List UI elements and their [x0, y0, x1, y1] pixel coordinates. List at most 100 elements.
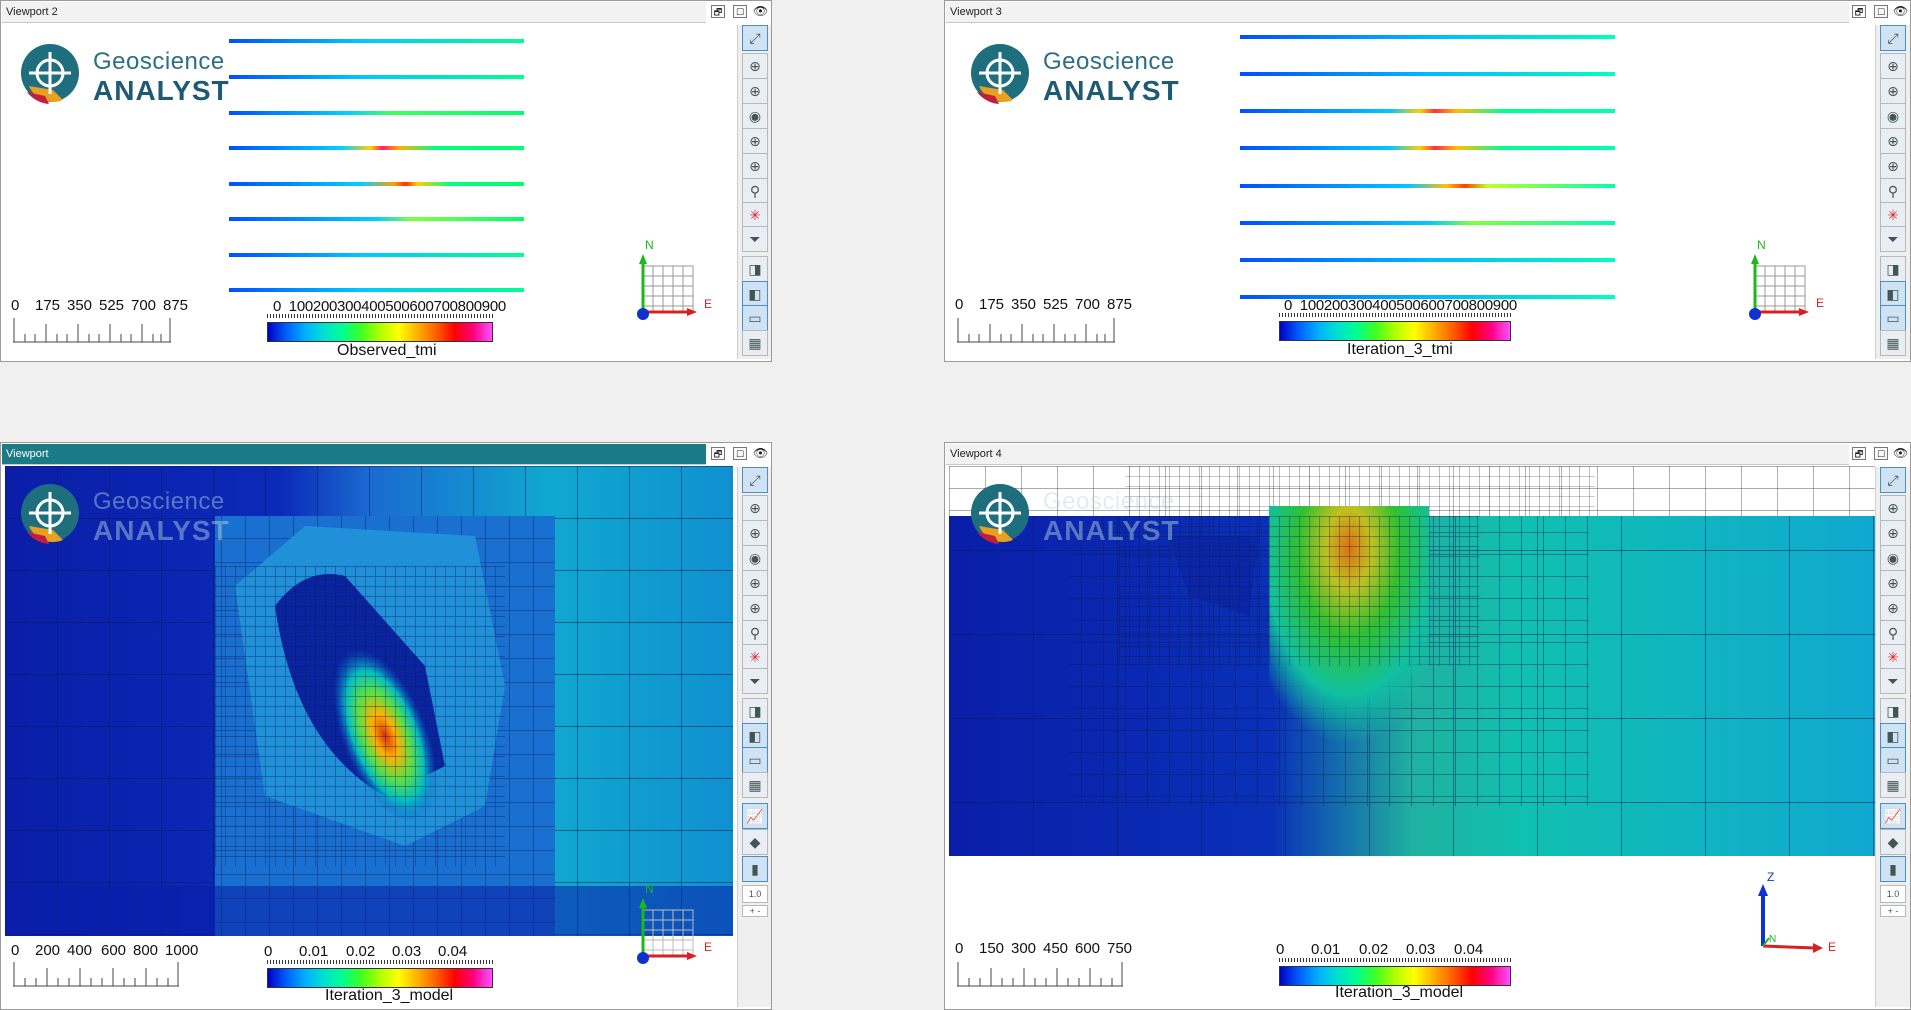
cube-view-icon[interactable]: ◧ [1880, 723, 1906, 749]
axis-icon[interactable]: ✳ [742, 202, 768, 228]
zoom-value-field[interactable]: 1.0 [1880, 885, 1906, 903]
zoom-stepper[interactable]: + - [742, 905, 768, 917]
restore-button[interactable]: 🗗 [711, 5, 725, 18]
scale-label: 750 [1107, 940, 1133, 957]
box-view-icon[interactable]: ◨ [1880, 698, 1906, 724]
grid-icon[interactable]: ▦ [1880, 772, 1906, 798]
colorbar-tick-label: 0 [264, 943, 273, 960]
link-icon[interactable]: ⚲ [742, 620, 768, 646]
maximize-button[interactable]: ☐ [1874, 447, 1888, 460]
axis-north-label: N [645, 238, 654, 252]
cube-view-icon[interactable]: ◧ [1880, 281, 1906, 307]
scale-label: 875 [163, 297, 189, 314]
filter-icon[interactable]: ⏷ [742, 226, 768, 252]
box-view-icon[interactable]: ◨ [742, 256, 768, 282]
eye-icon[interactable]: 👁 [753, 4, 769, 18]
grid-icon[interactable]: ▦ [742, 330, 768, 356]
center-icon[interactable]: ⊕ [742, 570, 768, 596]
scale-label: 0 [955, 296, 964, 313]
eye-icon[interactable]: 👁 [1893, 4, 1909, 18]
axis-icon[interactable]: ✳ [1880, 202, 1906, 228]
center-icon[interactable]: ⊕ [1880, 570, 1906, 596]
viewport-4-canvas[interactable]: Geoscience ANALYST 0 150 300 450 600 750… [949, 466, 1875, 1006]
zoom-stepper[interactable]: + - [1880, 905, 1906, 917]
viewport-1-titlebar[interactable]: Viewport [2, 444, 706, 465]
ruler-icon[interactable]: ▭ [1880, 747, 1906, 773]
link-icon[interactable]: ⚲ [1880, 620, 1906, 646]
box-view-icon[interactable]: ◨ [742, 698, 768, 724]
chart-icon[interactable]: 📈 [1880, 803, 1906, 829]
filter-icon[interactable]: ⏷ [1880, 668, 1906, 694]
logo-text-geoscience: Geoscience [93, 48, 225, 75]
grid-icon[interactable]: ▦ [742, 772, 768, 798]
viewport-3-panel[interactable]: Viewport 3 🗗 ☐ 👁 [944, 0, 1911, 362]
paint-icon[interactable]: ◆ [1880, 829, 1906, 855]
colorbar-title: Observed_tmi [337, 342, 437, 358]
viewport-4-titlebar[interactable]: Viewport 4 [946, 444, 1849, 465]
model-plan-view [5, 466, 733, 936]
scale-label: 875 [1107, 296, 1133, 313]
restore-button[interactable]: 🗗 [1852, 447, 1866, 460]
eye-icon[interactable]: 👁 [1893, 446, 1909, 460]
look-icon[interactable]: ⊕ [742, 595, 768, 621]
maximize-button[interactable]: ☐ [1874, 5, 1888, 18]
viewport-3-canvas[interactable]: Geoscience ANALYST 0 175 350 525 700 875… [949, 24, 1875, 358]
restore-button[interactable]: 🗗 [711, 447, 725, 460]
box-view-icon[interactable]: ◨ [1880, 256, 1906, 282]
cube-view-icon[interactable]: ◧ [742, 281, 768, 307]
maximize-button[interactable]: ☐ [733, 447, 747, 460]
viewport-2-canvas[interactable]: Geoscience ANALYST 0 175 350 525 700 875… [5, 24, 733, 358]
viewport-1-canvas[interactable]: Geoscience ANALYST 0 200 400 600 800 100… [5, 466, 733, 1006]
scale-ruler [957, 318, 1115, 343]
link-icon[interactable]: ⚲ [742, 178, 768, 204]
colorbar-icon[interactable]: ▮ [742, 856, 768, 882]
axis-icon[interactable]: ✳ [742, 644, 768, 670]
chart-icon[interactable]: 📈 [742, 803, 768, 829]
cube-view-icon[interactable]: ◧ [742, 723, 768, 749]
colorbar [1279, 966, 1511, 986]
center-icon[interactable]: ⊕ [742, 128, 768, 154]
paint-icon[interactable]: ◆ [742, 829, 768, 855]
scale-ruler [957, 962, 1123, 987]
orbit-icon[interactable]: ◉ [742, 103, 768, 129]
colorbar-ticks [1279, 958, 1511, 962]
orbit-icon[interactable]: ◉ [742, 545, 768, 571]
logo-text-analyst: ANALYST [93, 75, 230, 106]
zoom-extents-icon[interactable]: ⤢ [742, 25, 768, 51]
zoom-value-field[interactable]: 1.0 [742, 885, 768, 903]
restore-button[interactable]: 🗗 [1852, 5, 1866, 18]
zoom-extents-icon[interactable]: ⤢ [1880, 467, 1906, 493]
maximize-button[interactable]: ☐ [733, 5, 747, 18]
look-icon[interactable]: ⊕ [1880, 595, 1906, 621]
rotate-icon[interactable]: ⊕ [1880, 495, 1906, 521]
rotate-icon[interactable]: ⊕ [742, 495, 768, 521]
pan-icon[interactable]: ⊕ [742, 520, 768, 546]
grid-icon[interactable]: ▦ [1880, 330, 1906, 356]
orbit-icon[interactable]: ◉ [1880, 545, 1906, 571]
viewport-2-panel[interactable]: Viewport 2 🗗 ☐ 👁 [0, 0, 772, 362]
link-icon[interactable]: ⚲ [1880, 178, 1906, 204]
ruler-icon[interactable]: ▭ [742, 305, 768, 331]
viewport-4-panel[interactable]: Viewport 4 🗗 ☐ 👁 [944, 442, 1911, 1010]
look-icon[interactable]: ⊕ [1880, 153, 1906, 179]
pan-icon[interactable]: ⊕ [742, 78, 768, 104]
viewport-1-panel[interactable]: Viewport 🗗 ☐ 👁 [0, 442, 772, 1010]
zoom-extents-icon[interactable]: ⤢ [1880, 25, 1906, 51]
ruler-icon[interactable]: ▭ [1880, 305, 1906, 331]
pan-icon[interactable]: ⊕ [1880, 78, 1906, 104]
filter-icon[interactable]: ⏷ [742, 668, 768, 694]
orbit-icon[interactable]: ◉ [1880, 103, 1906, 129]
viewport-3-titlebar[interactable]: Viewport 3 [946, 2, 1849, 23]
look-icon[interactable]: ⊕ [742, 153, 768, 179]
rotate-icon[interactable]: ⊕ [742, 53, 768, 79]
axis-icon[interactable]: ✳ [1880, 644, 1906, 670]
colorbar-icon[interactable]: ▮ [1880, 856, 1906, 882]
filter-icon[interactable]: ⏷ [1880, 226, 1906, 252]
zoom-extents-icon[interactable]: ⤢ [742, 467, 768, 493]
eye-icon[interactable]: 👁 [753, 446, 769, 460]
center-icon[interactable]: ⊕ [1880, 128, 1906, 154]
rotate-icon[interactable]: ⊕ [1880, 53, 1906, 79]
viewport-2-titlebar[interactable]: Viewport 2 [2, 2, 706, 23]
pan-icon[interactable]: ⊕ [1880, 520, 1906, 546]
ruler-icon[interactable]: ▭ [742, 747, 768, 773]
